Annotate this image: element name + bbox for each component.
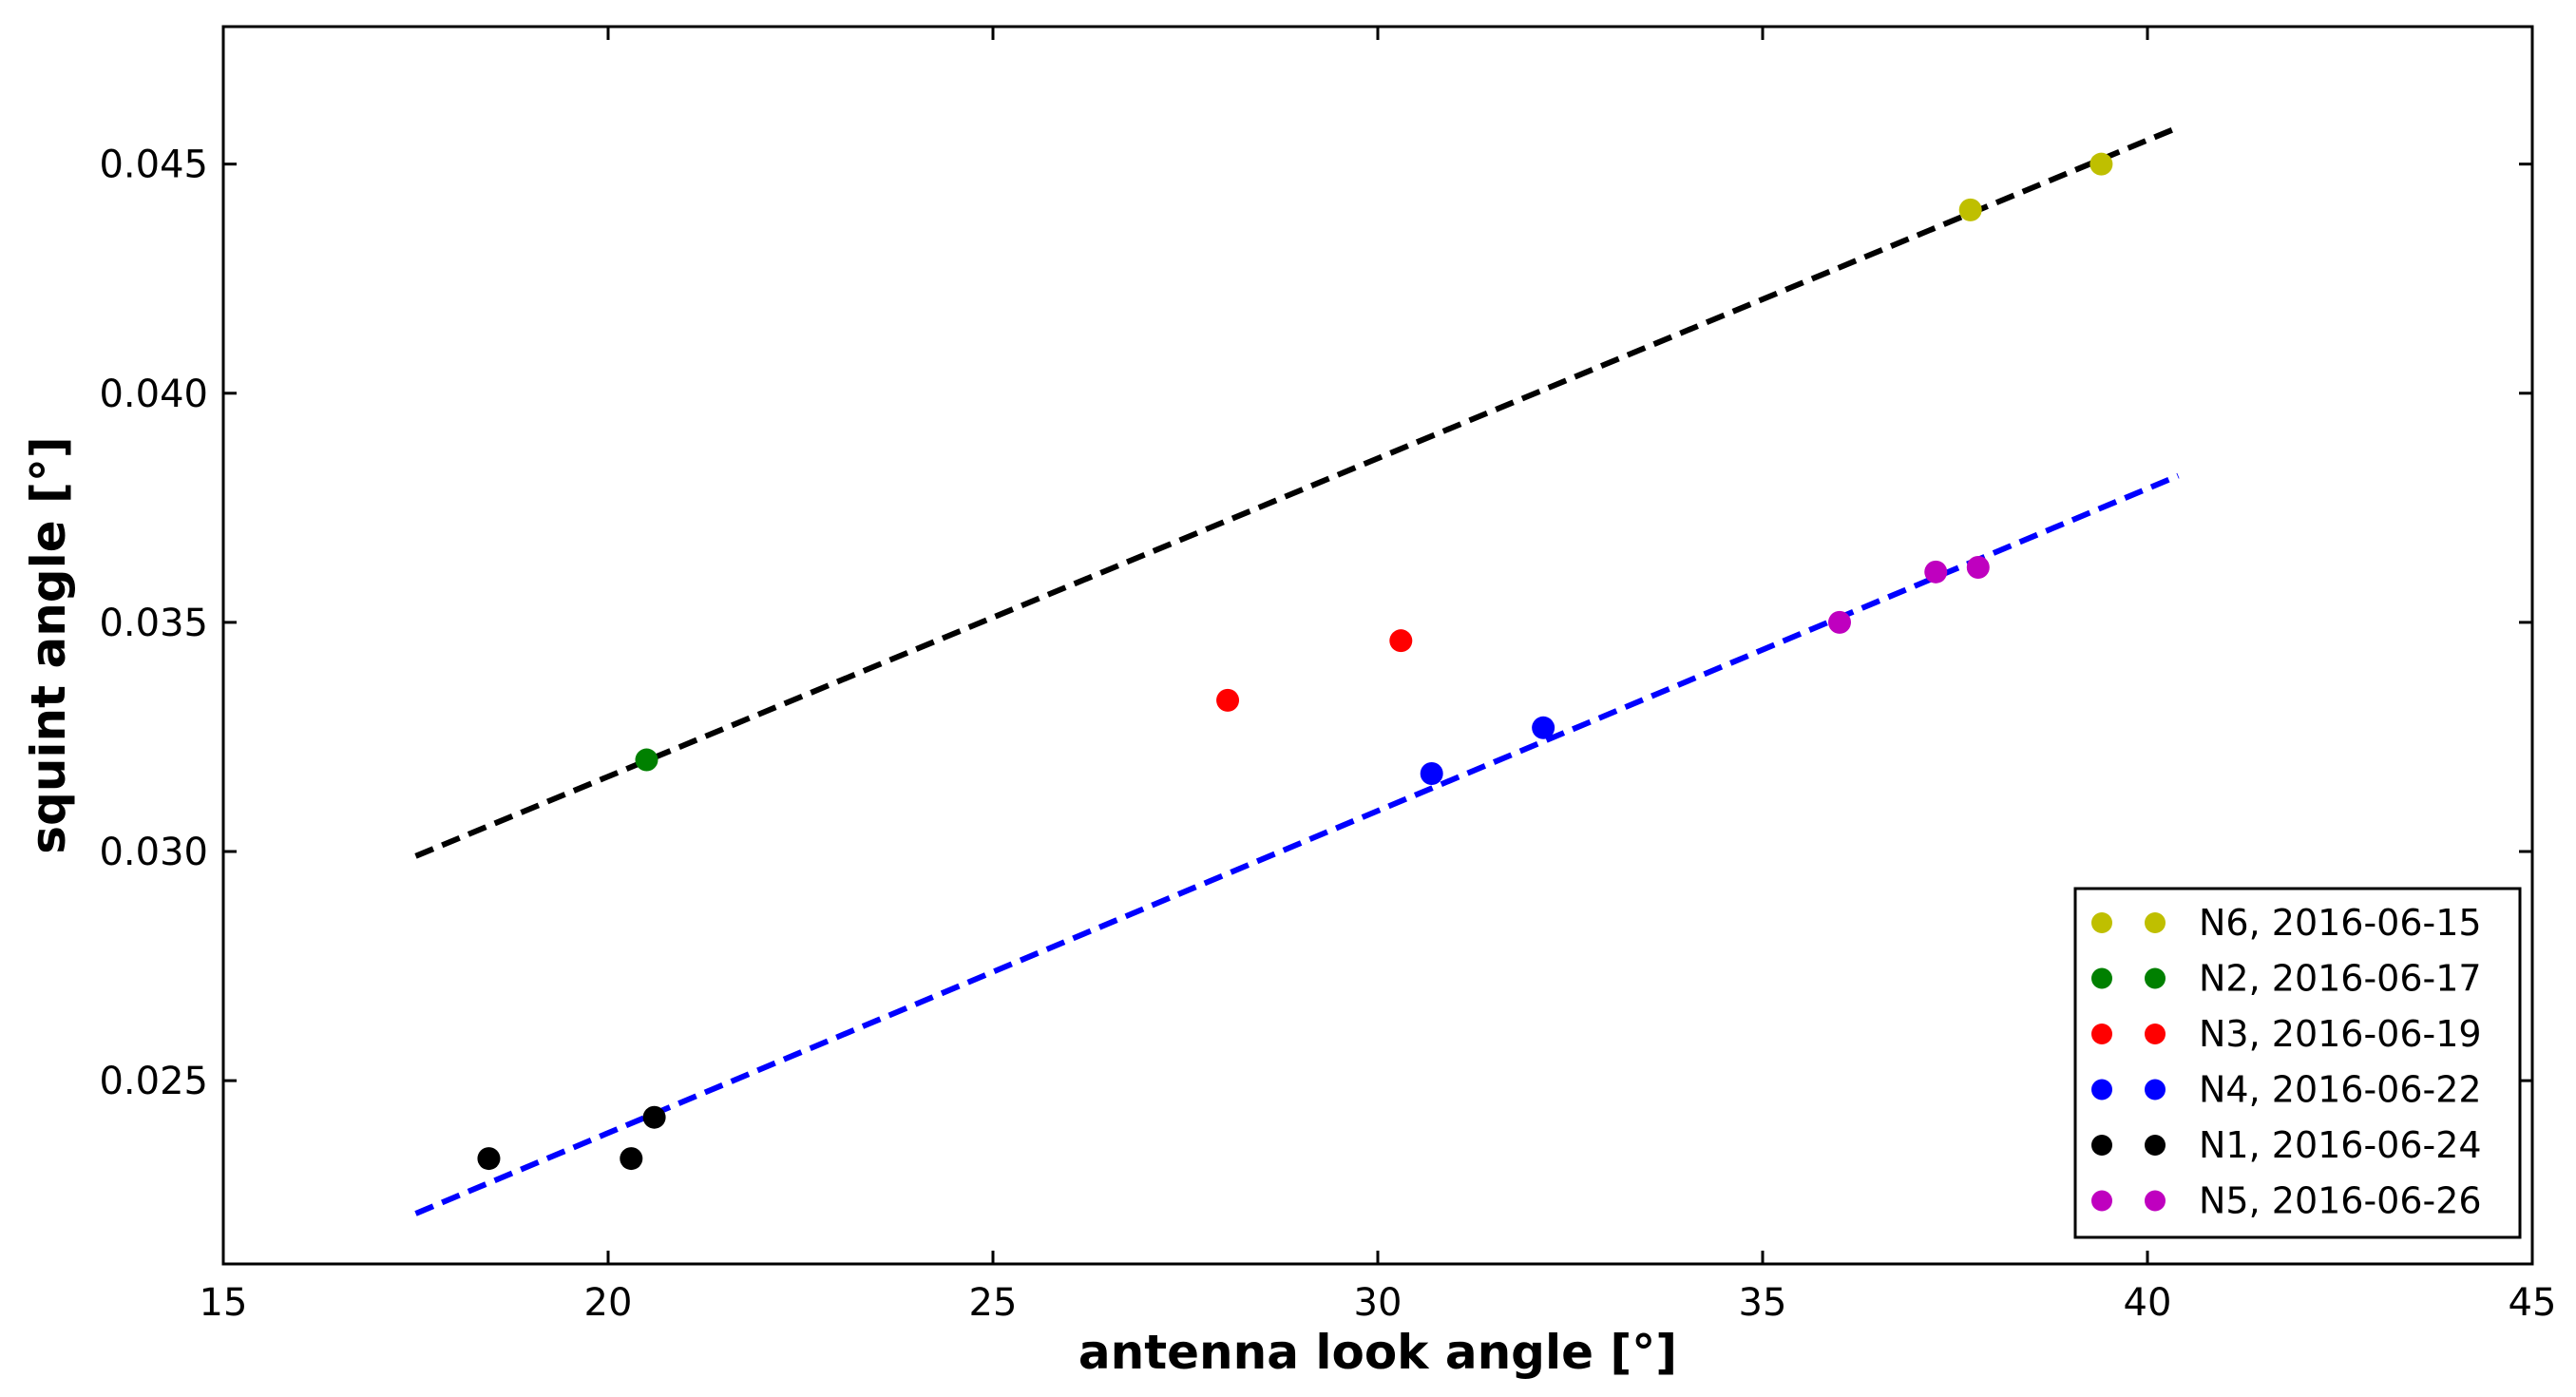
legend-entry-label: N4, 2016-06-22 xyxy=(2199,1069,2482,1111)
legend-marker xyxy=(2091,1135,2112,1156)
x-axis-ticks: 15 20 25 30 35 40 45 xyxy=(200,27,2557,1325)
x-tick-label: 25 xyxy=(969,1281,1018,1325)
legend-entry-label: N5, 2016-06-26 xyxy=(2199,1180,2482,1222)
legend-box xyxy=(2073,887,2522,1239)
data-point-series-5-1 xyxy=(1924,560,1948,584)
upper-fit-line xyxy=(414,124,2180,859)
y-tick-label: 0.045 xyxy=(99,144,208,187)
data-point-series-3-1 xyxy=(1532,716,1555,739)
legend-marker xyxy=(2145,967,2166,989)
data-point-series-1-0 xyxy=(635,748,658,772)
data-point-series-5-2 xyxy=(1966,556,1990,580)
legend-marker xyxy=(2091,1079,2112,1100)
legend-marker xyxy=(2091,1024,2112,1044)
x-tick-label: 40 xyxy=(2124,1281,2172,1325)
x-axis-label: antenna look angle [°] xyxy=(1078,1325,1677,1380)
x-tick-label: 15 xyxy=(200,1281,248,1325)
y-tick-label: 0.040 xyxy=(99,373,208,416)
x-tick-label: 30 xyxy=(1354,1281,1402,1325)
data-point-series-4-1 xyxy=(620,1147,643,1171)
legend-entry-label: N2, 2016-06-17 xyxy=(2199,958,2482,1000)
legend: N6, 2016-06-15 N2, 2016-06-17 N3, 2016-06-… xyxy=(2073,887,2522,1239)
data-point-series-2-1 xyxy=(1389,629,1413,653)
y-axis-label: squint angle [°] xyxy=(21,436,76,853)
fit-lines-layer xyxy=(414,124,2180,1216)
y-tick-label: 0.030 xyxy=(99,831,208,874)
y-axis-ticks: 0.025 0.030 0.035 0.040 0.045 xyxy=(99,144,2532,1103)
x-tick-label: 20 xyxy=(584,1281,633,1325)
y-tick-label: 0.025 xyxy=(99,1060,208,1103)
x-tick-label: 35 xyxy=(1739,1281,1787,1325)
x-tick-label: 45 xyxy=(2509,1281,2557,1325)
legend-marker xyxy=(2091,912,2112,933)
data-points-layer xyxy=(477,152,2113,1171)
data-point-series-0-1 xyxy=(2089,152,2113,176)
legend-marker xyxy=(2091,1190,2112,1212)
legend-marker xyxy=(2145,1024,2166,1044)
data-point-series-2-0 xyxy=(1216,688,1240,712)
data-point-series-3-0 xyxy=(1420,762,1443,786)
data-point-series-5-0 xyxy=(1828,610,1851,634)
legend-entry-label: N1, 2016-06-24 xyxy=(2199,1124,2482,1166)
data-point-series-0-0 xyxy=(1958,198,1982,221)
legend-entry-label: N6, 2016-06-15 xyxy=(2199,902,2482,944)
legend-marker xyxy=(2145,1135,2166,1156)
legend-entry-label: N3, 2016-06-19 xyxy=(2199,1013,2482,1055)
data-point-series-4-0 xyxy=(477,1147,501,1171)
legend-marker xyxy=(2145,912,2166,933)
legend-marker xyxy=(2145,1079,2166,1100)
data-point-series-4-2 xyxy=(642,1105,666,1129)
legend-marker xyxy=(2145,1190,2166,1212)
y-tick-label: 0.035 xyxy=(99,602,208,645)
legend-marker xyxy=(2091,967,2112,989)
lower-fit-line xyxy=(414,472,2180,1216)
